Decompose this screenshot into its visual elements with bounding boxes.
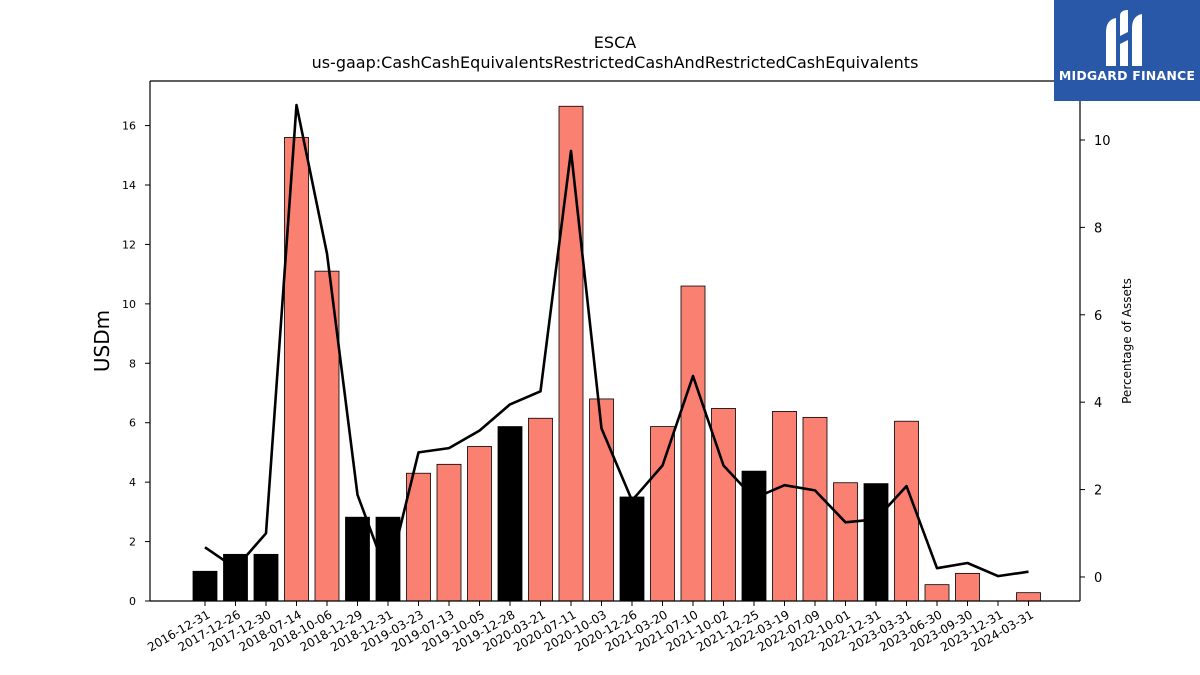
right-tick-label-0: 0 [1094,571,1102,586]
bar-2022-07-09 [802,416,828,602]
logo-text: MIDGARD FINANCE [1058,68,1196,83]
right-tick-label-4: 4 [1094,396,1102,411]
right-tick-label-8: 8 [1094,221,1102,236]
left-tick-label-12: 12 [122,238,136,251]
chart-subtitle: us-gaap:CashCashEquivalentsRestrictedCas… [312,53,919,72]
left-tick-label-8: 8 [129,357,136,370]
bar-2019-07-13 [436,463,462,602]
midgard-logo-icon [1106,10,1142,66]
bar-2018-12-31 [375,516,401,602]
percentage-line [204,103,1029,579]
brand-logo: MIDGARD FINANCE [1054,0,1200,101]
bar-2019-12-28 [497,426,523,602]
bar-2021-07-10 [680,285,706,602]
bar-2016-12-31 [192,570,218,602]
left-y-axis-ticks: 0 2 4 6 8 10 12 14 16 [122,120,150,608]
left-tick-label-0: 0 [129,595,136,608]
left-tick-label-10: 10 [122,298,136,311]
bar-2020-12-26 [619,496,645,602]
right-tick-label-6: 6 [1094,309,1102,324]
left-tick-label-16: 16 [122,120,136,133]
bar-2022-12-31 [863,483,889,602]
bar-2021-03-20 [650,426,675,602]
bar-2019-10-05 [467,446,492,602]
left-tick-label-6: 6 [129,417,136,430]
bar-2023-06-30 [924,584,950,602]
right-y-axis-label: Percentage of Assets [1120,278,1134,404]
right-tick-label-10: 10 [1094,134,1111,149]
x-axis-ticks: 2016-12-312017-12-262017-12-302018-07-14… [145,601,1036,654]
bar-2023-09-30 [955,572,980,602]
bar-2022-10-01 [833,482,858,602]
bar-series [192,105,1041,602]
chart-title: ESCA [594,33,636,52]
left-tick-label-4: 4 [129,476,136,489]
axes [149,80,1081,602]
bar-2020-10-03 [589,398,614,602]
line-series [204,103,1029,579]
bar-2020-03-21 [528,417,553,602]
right-tick-label-2: 2 [1094,484,1102,499]
bar-2017-12-30 [253,553,279,602]
left-y-axis-label: USDm [90,310,114,372]
left-tick-label-14: 14 [122,179,136,192]
bar-2024-03-31 [1016,592,1041,602]
bar-2018-12-29 [345,516,370,602]
bar-2022-03-19 [772,411,797,602]
bar-2020-07-11 [558,105,584,602]
bar-2019-03-23 [406,472,431,602]
right-y-axis-ticks: 0 2 4 6 8 10 [1080,134,1111,586]
bar-2021-12-25 [741,470,767,602]
left-tick-label-2: 2 [129,536,136,549]
